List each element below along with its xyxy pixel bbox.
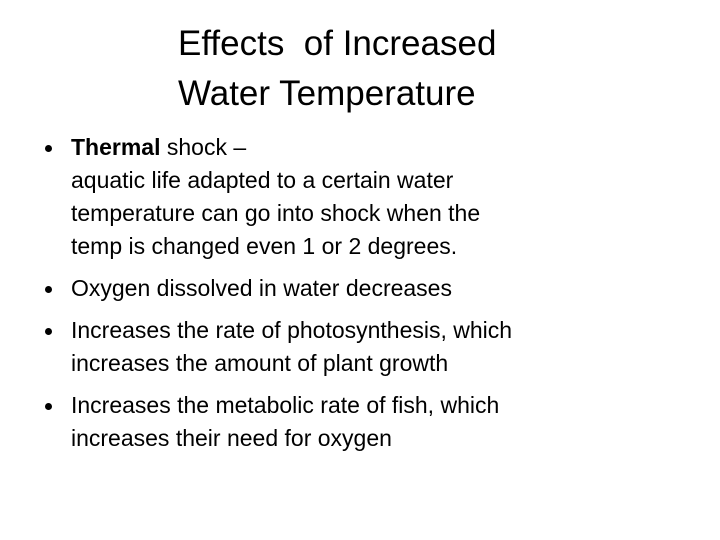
bullet-line: Thermal shock – xyxy=(0,131,720,164)
bullet-line: increases the amount of plant growth xyxy=(71,350,449,376)
bullet-line: temp is changed even 1 or 2 degrees. xyxy=(71,233,458,259)
bullet-list: Thermal shock – aquatic life adapted to a… xyxy=(0,131,720,455)
bullet-line: increases their need for oxygen xyxy=(71,425,392,451)
bullet-dot xyxy=(45,328,52,335)
bullet-dot xyxy=(45,145,52,152)
bullet-line: Increases the rate of photosynthesis, wh… xyxy=(71,317,513,343)
bullet-dot xyxy=(45,403,52,410)
bullet-item: Thermal shock – aquatic life adapted to a… xyxy=(0,131,720,263)
text: shock – xyxy=(166,134,247,160)
bullet-item: Oxygen dissolved in water decreases xyxy=(0,272,720,305)
bullet-item: Increases the rate of photosynthesis, wh… xyxy=(0,314,720,380)
bullet-item: Increases the metabolic rate of fish, wh… xyxy=(0,389,720,455)
title-line: Effects of Increased xyxy=(178,24,497,63)
bullet-line: Increases the metabolic rate of fish, wh… xyxy=(71,392,500,418)
bullet-line: Oxygen dissolved in water decreases xyxy=(71,275,452,301)
bullet-line: temperature can go into shock when the xyxy=(71,200,481,226)
bullet-dot xyxy=(45,286,52,293)
bold-text: Thermal xyxy=(71,134,161,160)
bullet-line: aquatic life adapted to a certain water xyxy=(71,167,454,193)
title-line: Water Temperature xyxy=(178,74,476,113)
